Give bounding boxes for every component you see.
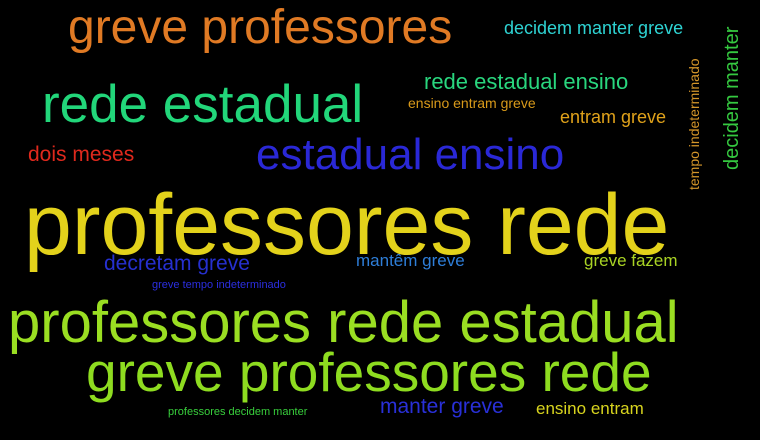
word-professores-decidem-manter: professores decidem manter xyxy=(168,406,308,418)
word-manter-greve: manter greve xyxy=(380,395,504,418)
word-rede-estadual-ensino: rede estadual ensino xyxy=(424,69,629,94)
word-estadual-ensino: estadual ensino xyxy=(256,130,565,179)
word-greve-professores-rede: greve professores rede xyxy=(86,341,652,403)
word-rede-estadual: rede estadual xyxy=(42,75,364,134)
word-professores-rede: professores rede xyxy=(24,177,670,273)
word-professores-rede-estadual: professores rede estadual xyxy=(8,290,679,355)
word-greve-fazem: greve fazem xyxy=(584,251,678,270)
word-ensino-entram: ensino entram xyxy=(536,399,644,418)
word-greve-professores: greve professores xyxy=(68,1,453,54)
word-ensino-entram-greve: ensino entram greve xyxy=(408,95,536,111)
word-decidem-manter: decidem manter xyxy=(721,26,743,170)
word-decidem-manter-greve: decidem manter greve xyxy=(504,18,684,38)
word-decretam-greve: decretam greve xyxy=(104,252,250,275)
word-entram-greve: entram greve xyxy=(560,107,667,127)
word-dois-meses: dois meses xyxy=(28,143,135,166)
word-greve-tempo-indeterminado: greve tempo indeterminado xyxy=(152,279,286,291)
word-tempo-indeterminado: tempo indeterminado xyxy=(686,58,702,190)
word-mantem-greve: mantêm greve xyxy=(356,251,465,270)
